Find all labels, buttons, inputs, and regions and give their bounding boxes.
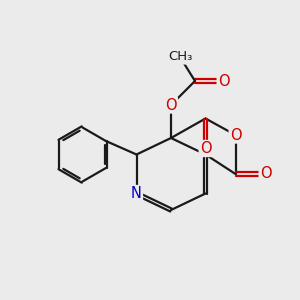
Text: CH₃: CH₃ xyxy=(168,50,192,64)
Text: O: O xyxy=(218,74,229,88)
Text: O: O xyxy=(230,128,241,142)
Text: O: O xyxy=(165,98,177,112)
Text: O: O xyxy=(260,167,271,182)
Text: O: O xyxy=(200,141,211,156)
Text: N: N xyxy=(131,186,142,201)
